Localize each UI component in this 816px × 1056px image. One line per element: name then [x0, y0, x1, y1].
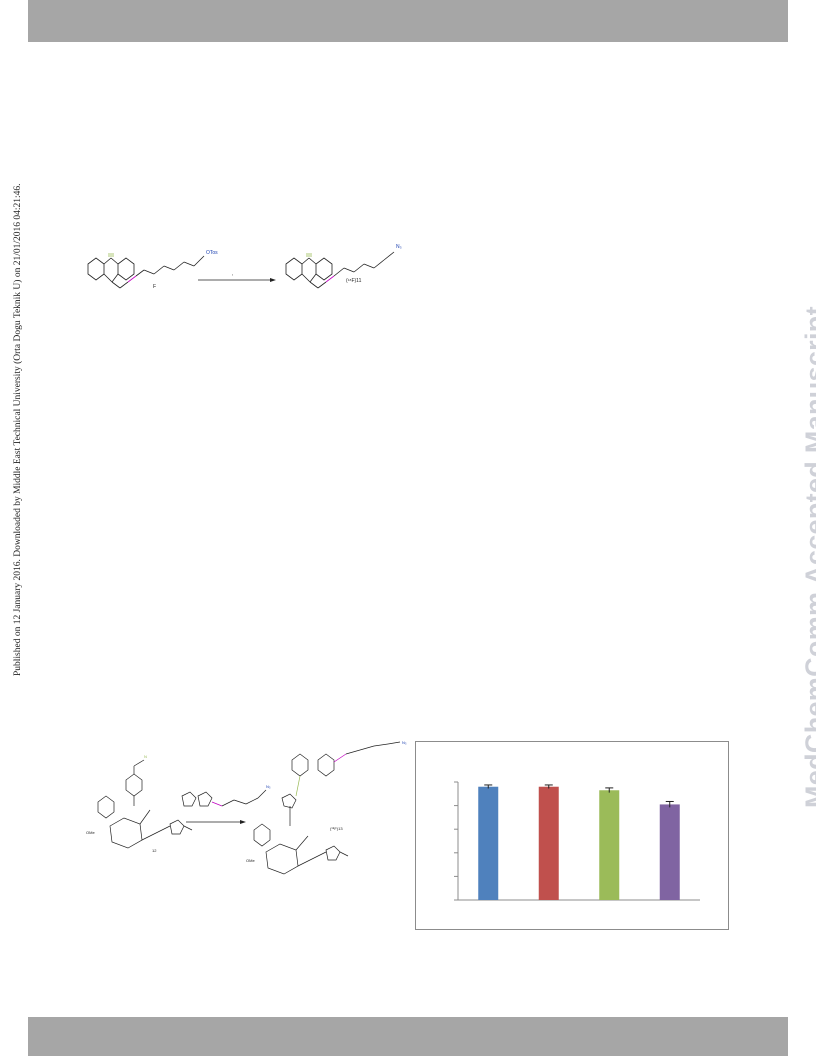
- product-compound-label: (¹⁸F)13: [330, 826, 343, 831]
- bar-1: [478, 786, 499, 900]
- scheme-1-reaction: OTos F , N₃ (¹⁸F)11: [87, 244, 402, 290]
- reaction-conditions: ,: [232, 271, 233, 277]
- azide-label: N₃: [266, 784, 271, 789]
- product-compound-label: (¹⁸F)11: [346, 278, 362, 284]
- peptide-reactant-structure: [97, 759, 193, 849]
- product-fluorine-label: N₃: [396, 244, 402, 250]
- error-bar-2: [544, 784, 553, 789]
- compound-mark: F: [153, 284, 156, 290]
- footer-band: [28, 1017, 788, 1056]
- chart-bars: [478, 784, 680, 900]
- bar-2: [538, 786, 559, 900]
- chart-axes: [454, 781, 700, 901]
- linker-reagent-structure: [181, 789, 267, 807]
- accepted-manuscript-watermark: MedChemComm Accepted Manuscript: [800, 306, 816, 808]
- header-band: [28, 0, 788, 42]
- error-bar-1: [484, 784, 493, 789]
- alkyne-label: N: [144, 754, 147, 759]
- product-structure: [285, 251, 395, 289]
- product-azide-label: N₃: [402, 740, 407, 745]
- error-bar-4: [665, 800, 674, 808]
- ome-label-right: OMe: [246, 858, 255, 863]
- chart-canvas: [454, 781, 700, 901]
- reactant-compound-mark: 12: [152, 848, 157, 853]
- publication-note: Published on 12 January 2016. Downloaded…: [13, 183, 23, 676]
- reactant-structure: [87, 253, 205, 289]
- reaction-arrowhead: [270, 278, 276, 282]
- tosylate-label: OTos: [206, 250, 218, 256]
- scheme-2-reaction: N OMe 12 N₃ N₃ OMe (¹⁸F)13: [86, 740, 407, 875]
- error-bar-3: [605, 787, 614, 793]
- bar-4: [659, 804, 680, 900]
- stability-bar-chart: [415, 741, 729, 930]
- ome-label-left: OMe: [86, 830, 95, 835]
- conjugate-product-structure: [253, 741, 401, 875]
- conjugation-arrowhead: [240, 820, 246, 824]
- bar-3: [599, 790, 620, 900]
